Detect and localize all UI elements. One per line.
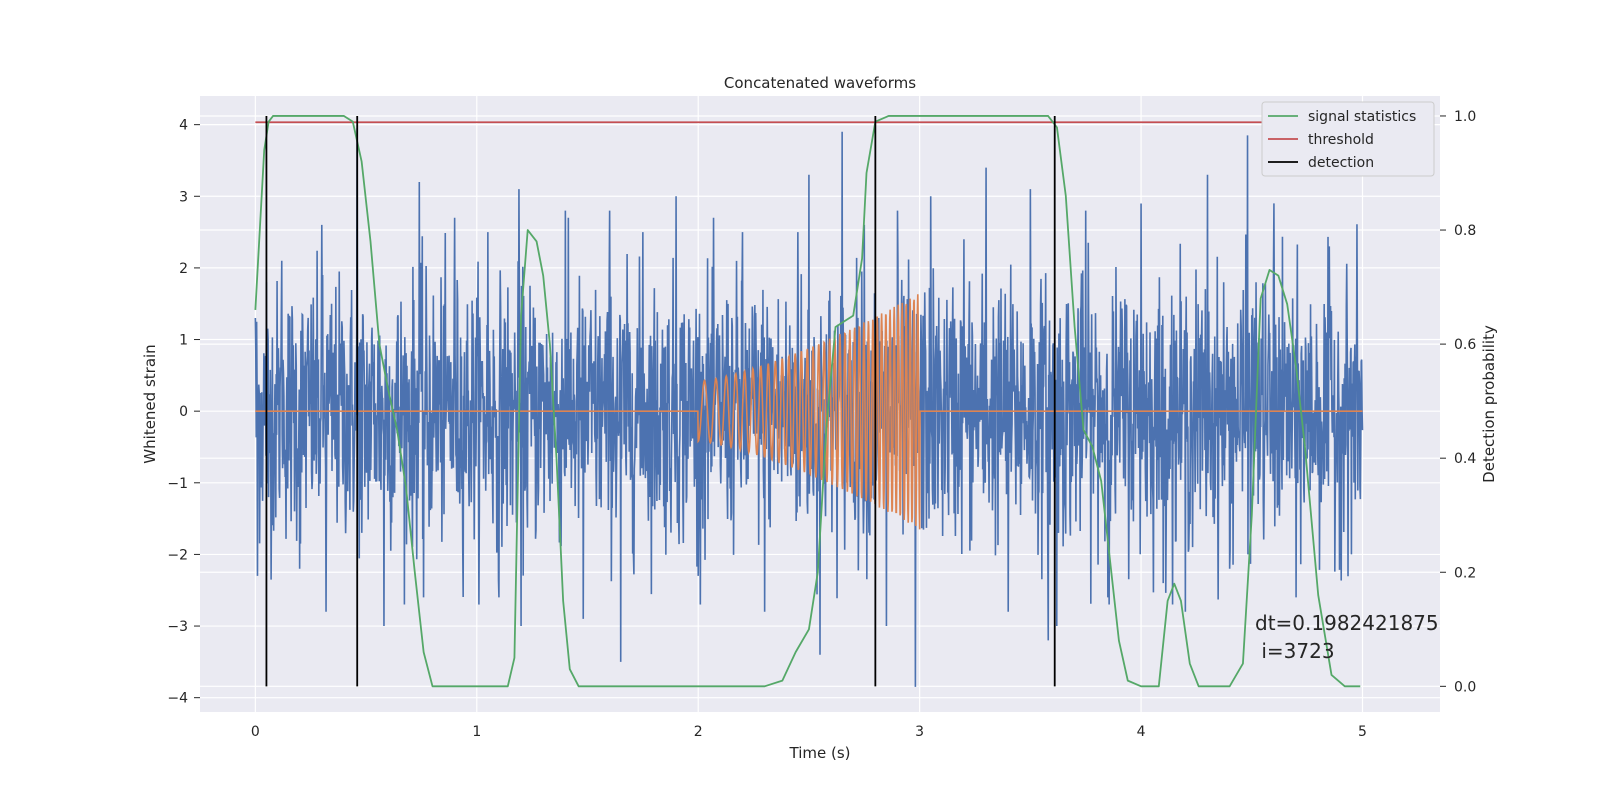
y-axis-label-left: Whitened strain (141, 344, 159, 463)
y-left-tick-label: 2 (179, 261, 188, 277)
y-left-tick-label: −1 (167, 476, 188, 492)
y-right-tick-label: 1.0 (1454, 109, 1476, 125)
y-left-tick-label: 1 (179, 333, 188, 349)
x-tick-label: 2 (694, 724, 703, 740)
y-left-tick-label: −4 (167, 691, 188, 707)
chart-title: Concatenated waveforms (724, 74, 916, 92)
annotation-dt: dt=0.1982421875 (1255, 611, 1439, 635)
left-axis-ticks: −4 −3 −2 −1 0 1 2 3 4 (167, 118, 200, 707)
legend-label-threshold: threshold (1308, 132, 1374, 148)
x-tick-label: 0 (251, 724, 260, 740)
annotation-index: i=3723 (1255, 639, 1335, 663)
y-left-tick-label: −2 (167, 547, 188, 563)
legend-box (1261, 101, 1435, 177)
y-right-tick-label: 0.2 (1454, 565, 1476, 581)
y-axis-label-right: Detection probability (1480, 325, 1498, 483)
chirp-series-line (255, 294, 1363, 530)
legend: signal statistics threshold detection (1261, 101, 1435, 177)
x-tick-label: 3 (915, 724, 924, 740)
y-right-tick-label: 0.4 (1454, 451, 1476, 467)
signal-statistics-line (254, 115, 1361, 688)
right-axis-ticks: 0.0 0.2 0.4 0.6 0.8 1.0 (1440, 109, 1476, 695)
y-right-tick-label: 0.0 (1454, 679, 1476, 695)
y-left-tick-label: 4 (179, 118, 188, 134)
y-left-tick-label: −3 (167, 619, 188, 635)
series-layer (254, 115, 1364, 688)
legend-label-detection: detection (1308, 155, 1374, 171)
x-tick-label: 5 (1358, 724, 1367, 740)
x-tick-label: 4 (1137, 724, 1146, 740)
x-tick-label: 1 (472, 724, 481, 740)
x-axis-label: Time (s) (789, 744, 851, 762)
y-left-tick-label: 3 (179, 189, 188, 205)
y-right-tick-label: 0.6 (1454, 337, 1476, 353)
legend-label-signal-statistics: signal statistics (1308, 109, 1416, 125)
y-right-tick-label: 0.8 (1454, 223, 1476, 239)
noise-series-line (254, 128, 1364, 687)
y-left-tick-label: 0 (179, 404, 188, 420)
x-axis-ticks: 0 1 2 3 4 5 (251, 724, 1367, 740)
